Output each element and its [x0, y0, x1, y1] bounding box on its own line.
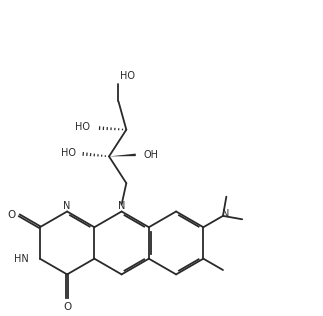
Text: O: O — [63, 302, 71, 312]
Text: HN: HN — [14, 254, 29, 264]
Text: O: O — [7, 210, 16, 220]
Text: N: N — [63, 201, 71, 211]
Text: HO: HO — [61, 148, 76, 158]
Text: HO: HO — [75, 122, 90, 132]
Text: N: N — [222, 209, 229, 219]
Text: HO: HO — [120, 71, 135, 81]
Text: OH: OH — [143, 150, 158, 160]
Text: N: N — [118, 201, 125, 211]
Polygon shape — [109, 154, 136, 156]
